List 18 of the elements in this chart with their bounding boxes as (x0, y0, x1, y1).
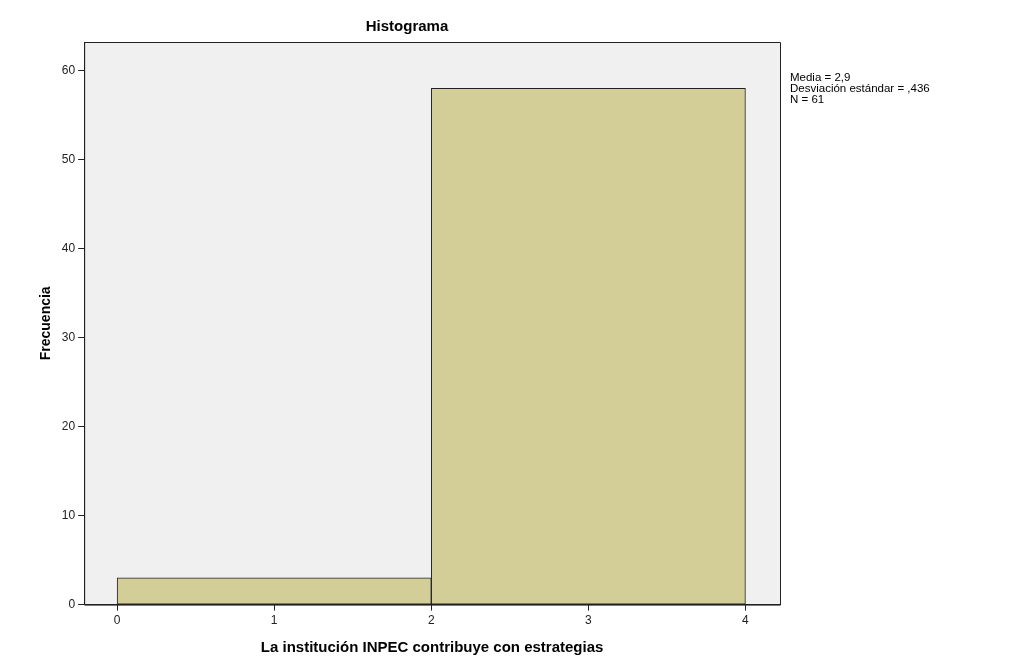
text: Desviación estándar = ,436 (790, 82, 930, 94)
text: N = 61 (790, 93, 826, 105)
x-tick-label: 4 (742, 613, 750, 628)
x-axis-title: La institución INPEC contribuye con estrategias (260, 638, 604, 656)
x-tick-label: 3 (585, 613, 593, 628)
y-tick-label: 0 (68, 596, 76, 611)
y-tick-label: 20 (61, 418, 76, 433)
y-axis-title: Frecuencia (37, 286, 54, 361)
x-tick-label: 0 (113, 613, 121, 628)
y-tick-label: 30 (61, 329, 76, 344)
x-tick-label: 1 (270, 613, 278, 628)
text: Media = 2,9 (790, 71, 852, 83)
y-tick-label: 50 (61, 151, 76, 166)
x-tick-label: 2 (427, 613, 435, 628)
chart-title: Histograma (365, 17, 449, 35)
y-tick-label: 10 (61, 507, 76, 522)
y-tick-label: 60 (61, 62, 76, 77)
y-tick-label: 40 (61, 240, 76, 255)
